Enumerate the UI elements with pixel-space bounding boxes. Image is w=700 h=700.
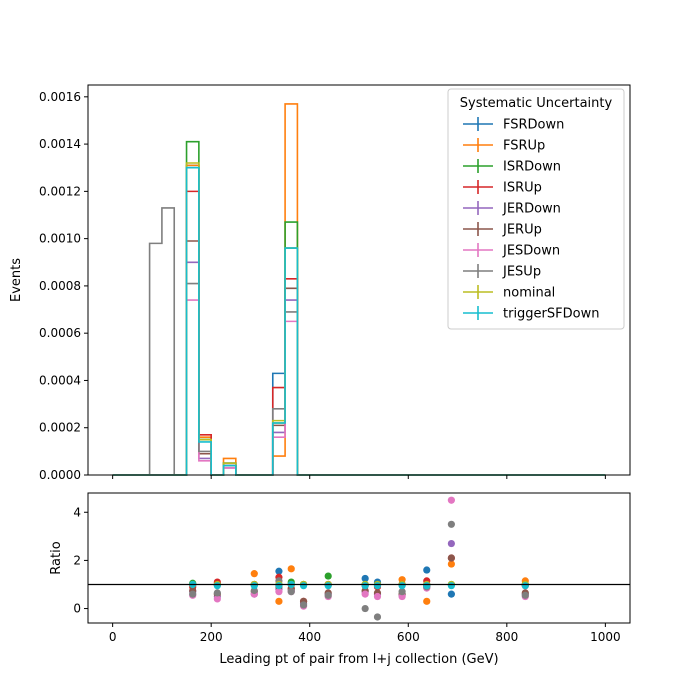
legend-entry-JERDown: JERDown (463, 201, 561, 217)
ratio-panel: 0 2 4 0 200 400 600 800 1000 Ratio Leading pt o… (49, 492, 631, 667)
ratio-point-JESDown (361, 590, 369, 598)
main-x-ticks (112, 475, 606, 479)
ratio-point-JESUp (324, 591, 332, 599)
x-tick-label: 600 (397, 630, 420, 644)
ratio-point-JESDown (447, 496, 455, 504)
legend-entry-FSRUp: FSRUp (463, 138, 545, 154)
ratio-point-JESUp (521, 591, 529, 599)
ratio-point-triggerSFDown (299, 582, 308, 590)
legend-entry-nominal: nominal (463, 285, 555, 301)
legend-entry-ISRDown: ISRDown (463, 159, 561, 175)
main-y-ticks: 0.0000 0.0002 0.0004 0.0006 0.0008 0.0010 0.00… (39, 90, 88, 482)
ratio-point-triggerSFDown (361, 582, 369, 590)
ratio-point-triggerSFDown (447, 582, 455, 590)
ratio-point-FSRUp (250, 570, 258, 578)
legend-label: nominal (503, 286, 555, 301)
ratio-point-triggerSFDown (521, 582, 529, 590)
legend-label: triggerSFDown (503, 307, 599, 322)
ratio-point-JERDown (447, 539, 455, 548)
ratio-point-JESDown (373, 592, 382, 601)
ratio-point-JESUp (287, 588, 295, 596)
ratio-point-JESDown (213, 595, 221, 603)
legend-label: JESUp (502, 265, 541, 280)
legend-entries: FSRDown FSRUp ISRDown ISRUp JERDown JERUp JESD… (463, 117, 599, 322)
ratio-point-triggerSFDown (250, 582, 258, 590)
ratio-point-FSRUp (275, 597, 283, 605)
main-y-tick-label: 0.0014 (39, 137, 81, 151)
legend-entry-ISRUp: ISRUp (463, 180, 542, 196)
legend-label: ISRDown (503, 160, 561, 175)
ratio-point-triggerSFDown (423, 582, 431, 590)
ratio-point-JESUp (189, 590, 197, 598)
main-y-tick-label: 0.0010 (39, 232, 81, 246)
ratio-y-axis-label: Ratio (49, 541, 64, 574)
ratio-point-triggerSFDown (324, 582, 332, 590)
ratio-point-FSRDown (361, 574, 369, 583)
ratio-axes-frame (87, 492, 631, 624)
legend-entry-JESDown: JESDown (463, 243, 560, 259)
ratio-point-FSRDown (447, 590, 455, 598)
ratio-point-JESUp (299, 601, 308, 609)
ratio-point-FSRUp (287, 565, 295, 573)
main-y-tick-label: 0.0002 (39, 421, 81, 435)
x-tick-label: 1000 (590, 630, 621, 644)
ratio-point-JESUp (213, 589, 221, 597)
x-tick-label: 800 (495, 630, 518, 644)
ratio-y-tick-label: 4 (73, 505, 81, 519)
legend-label: FSRDown (503, 118, 564, 133)
main-y-tick-label: 0.0004 (39, 373, 81, 387)
ratio-point-triggerSFDown (275, 582, 283, 590)
x-tick-label: 0 (109, 630, 117, 644)
ratio-point-JESDown (275, 588, 283, 596)
main-y-axis-label: Events (9, 258, 24, 302)
legend-box (447, 88, 625, 330)
ratio-y-ticks: 0 2 4 (73, 505, 88, 616)
ratio-x-ticks: 0 200 400 600 800 1000 (109, 623, 621, 644)
ratio-point-triggerSFDown (398, 582, 406, 590)
main-y-tick-label: 0.0008 (39, 279, 81, 293)
legend-title: Systematic Uncertainty (460, 96, 613, 111)
x-tick-label: 200 (200, 630, 223, 644)
ratio-point-triggerSFDown (213, 582, 221, 590)
main-panel: 0.0000 0.0002 0.0004 0.0006 0.0008 0.0010 0.00… (9, 84, 631, 482)
ratio-point-FSRDown (423, 566, 431, 574)
legend-label: JERUp (502, 223, 542, 238)
legend-entry-triggerSFDown: triggerSFDown (463, 306, 599, 322)
main-y-tick-label: 0.0000 (39, 468, 81, 482)
legend-label: ISRUp (503, 181, 542, 196)
legend-label: JESDown (502, 244, 560, 259)
x-axis-label: Leading pt of pair from l+j collection (… (219, 652, 498, 667)
main-y-tick-label: 0.0012 (39, 184, 81, 198)
ratio-y-tick-label: 0 (73, 602, 81, 616)
legend: Systematic Uncertainty FSRDown FSRUp ISRDo… (447, 88, 625, 330)
ratio-point-FSRDown (275, 567, 283, 575)
legend-label: FSRUp (503, 139, 545, 154)
ratio-point-FSRUp (447, 560, 455, 568)
ratio-point-ISRDown (324, 572, 332, 580)
ratio-point-JESUp (361, 604, 369, 613)
main-y-tick-label: 0.0016 (39, 90, 81, 104)
legend-entry-FSRDown: FSRDown (463, 117, 564, 133)
main-axes-frame (87, 84, 631, 476)
legend-entry-JERUp: JERUp (463, 222, 542, 238)
ratio-y-tick-label: 2 (73, 553, 81, 567)
ratio-point-triggerSFDown (373, 582, 382, 590)
ratio-point-FSRUp (423, 597, 431, 605)
main-y-tick-label: 0.0006 (39, 326, 81, 340)
ratio-point-JESUp (373, 613, 382, 621)
ratio-point-JESUp (447, 520, 455, 528)
legend-entry-JESUp: JESUp (463, 264, 541, 280)
ratio-point-JESUp (398, 588, 406, 596)
ratio-point-JERUp (447, 554, 455, 562)
legend-label: JERDown (502, 202, 561, 217)
x-tick-label: 400 (298, 630, 321, 644)
